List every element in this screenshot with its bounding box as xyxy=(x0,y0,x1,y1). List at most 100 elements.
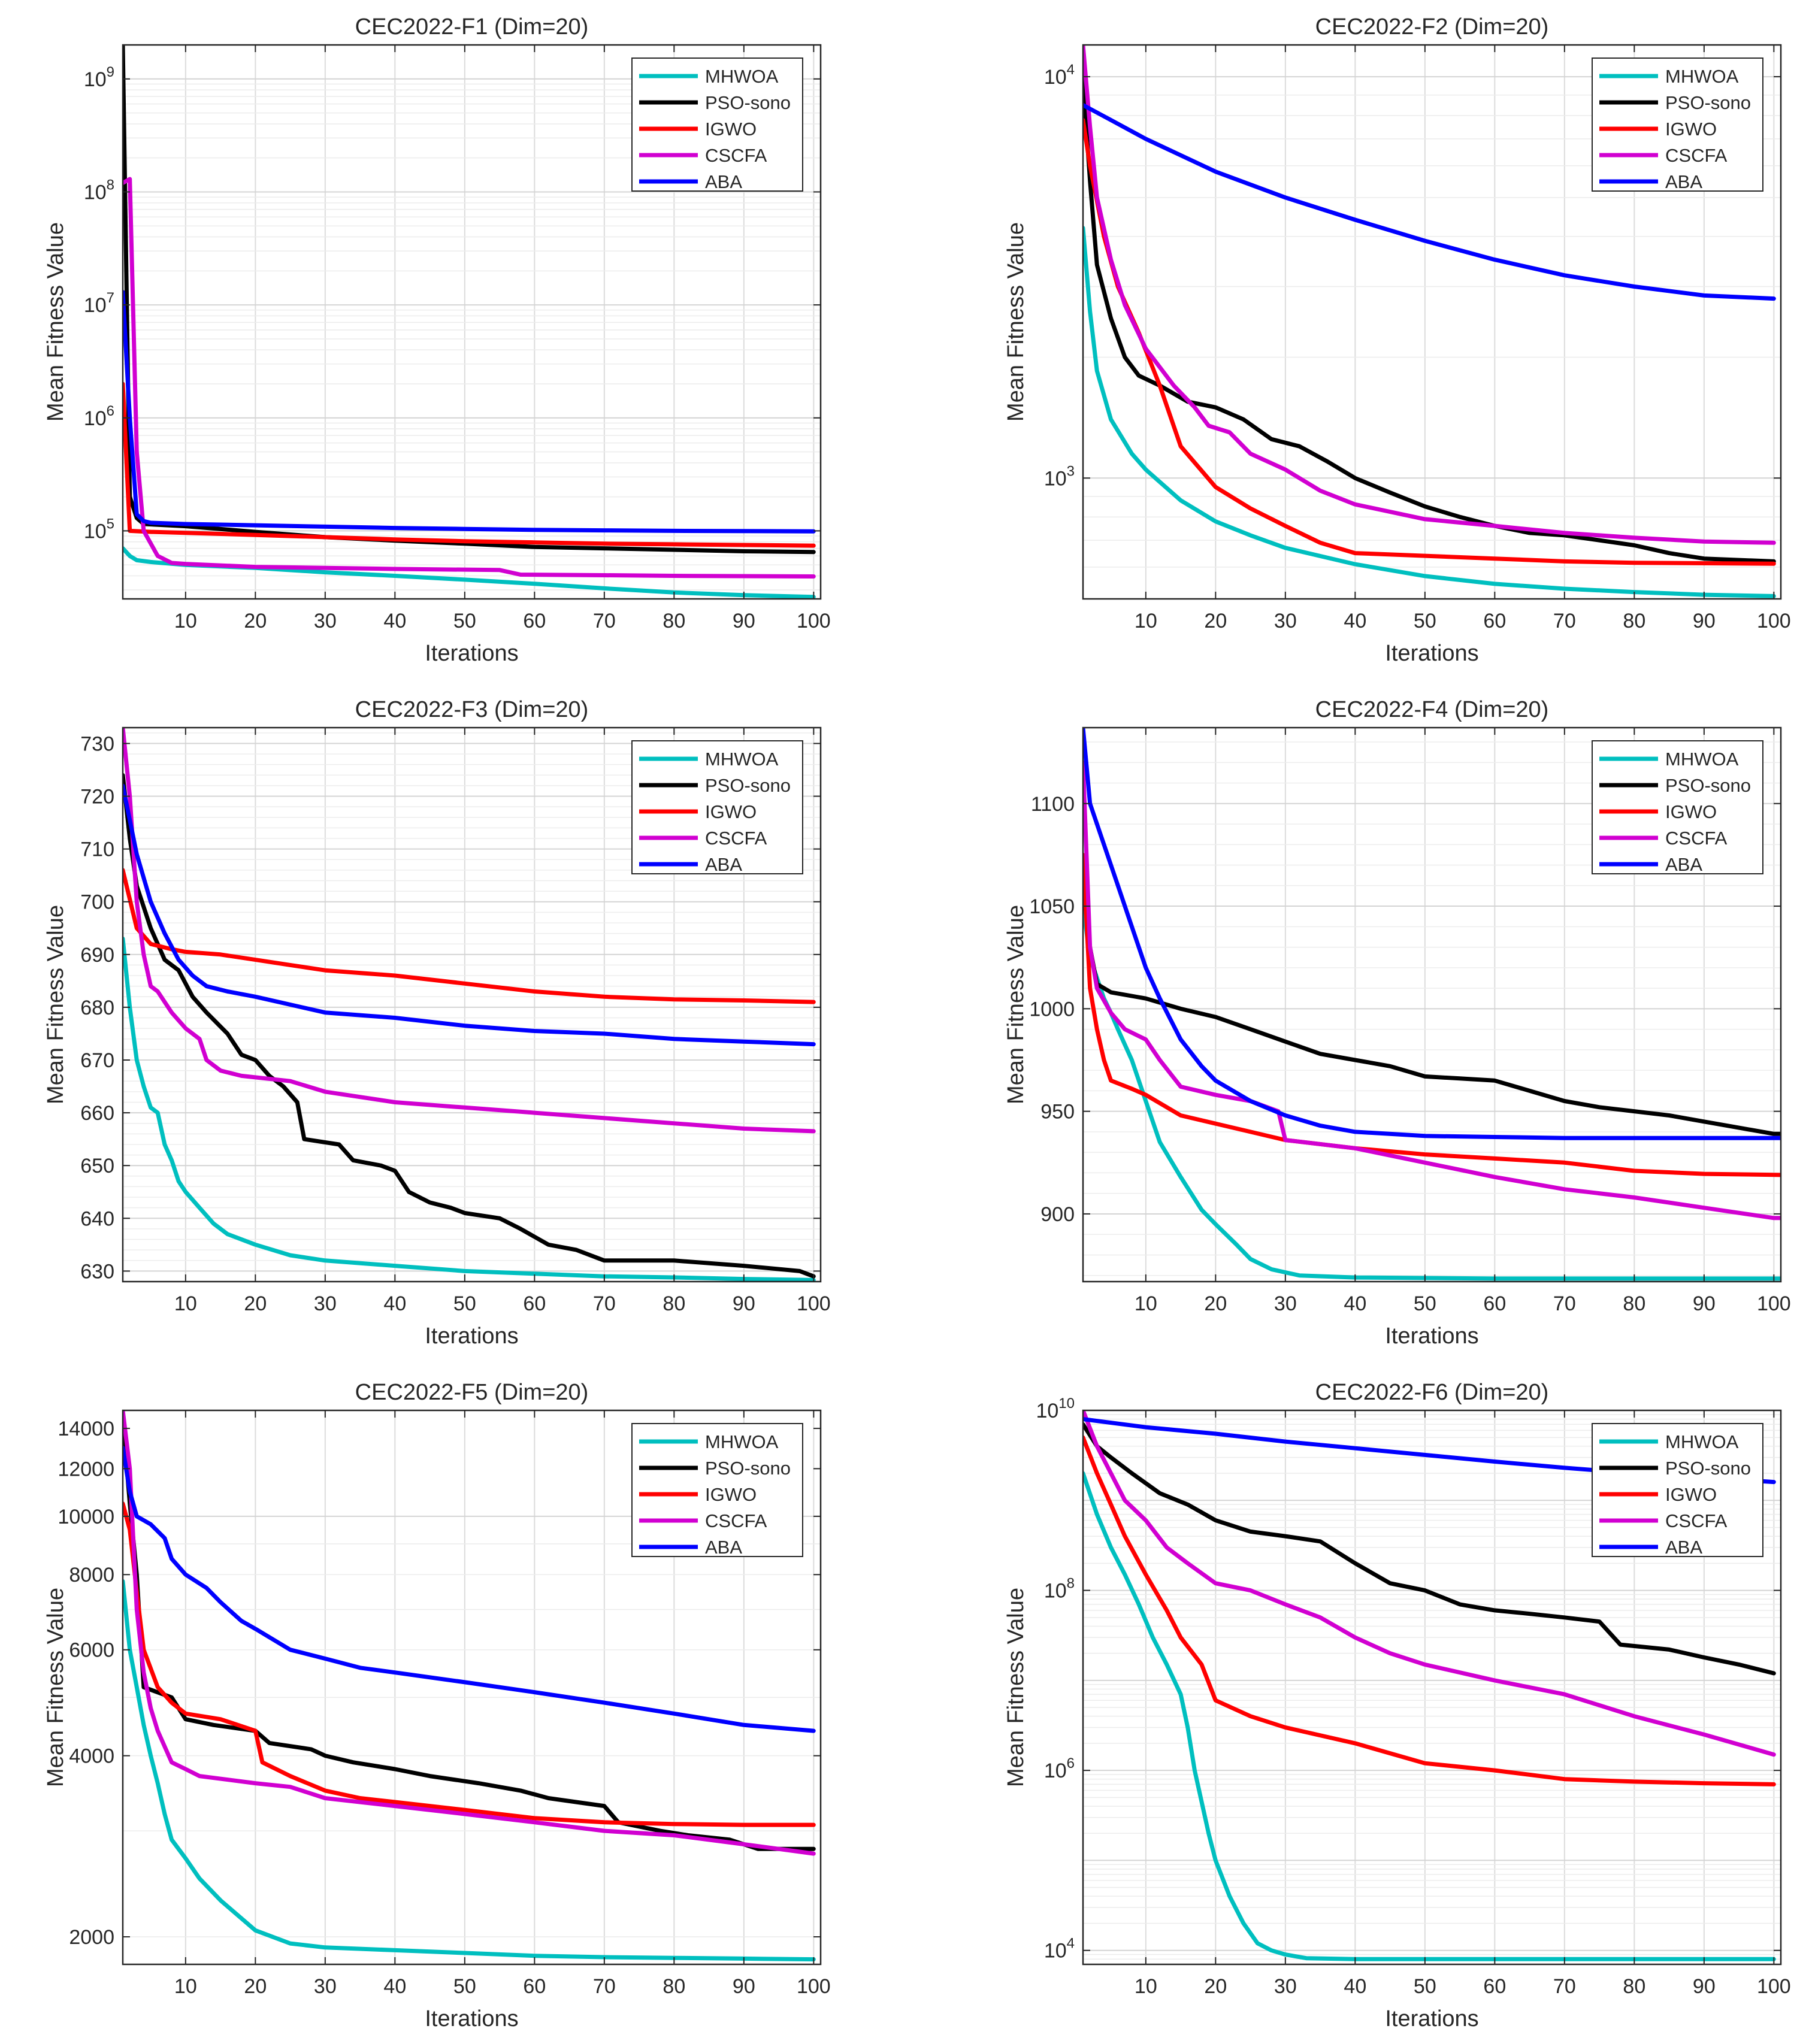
series-group xyxy=(1083,1410,1776,1961)
chart-title: CEC2022-F1 (Dim=20) xyxy=(355,14,589,40)
series-line-cscfa xyxy=(123,1410,816,1856)
x-tick-label: 10 xyxy=(174,1292,197,1315)
chart-panel-3: 10 20 30 40 50 60 70 80 90 100 630 640 650 660 670 680 6… xyxy=(43,697,831,1349)
chart-panel-1: 10 20 30 40 50 60 70 80 90 100 105 106 107 108 109 CEC2… xyxy=(43,14,831,666)
x-axis-label: Iterations xyxy=(1385,2006,1478,2031)
x-tick-label: 40 xyxy=(1344,1292,1366,1315)
axes-box xyxy=(1082,1409,1782,1966)
series-line-cscfa xyxy=(1083,1410,1776,1757)
x-axis-label: Iterations xyxy=(425,641,518,666)
legend-label-mhwoa: MHWOA xyxy=(1665,1431,1739,1452)
chart-title: CEC2022-F3 (Dim=20) xyxy=(355,697,589,722)
legend-label-mhwoa: MHWOA xyxy=(1665,66,1739,87)
chart-title: CEC2022-F6 (Dim=20) xyxy=(1315,1380,1549,1405)
axes-box xyxy=(122,1409,822,1966)
y-tick-label: 660 xyxy=(80,1102,114,1125)
y-tick-label: 950 xyxy=(1040,1101,1075,1124)
x-tick-label: 80 xyxy=(1623,610,1645,632)
legend-label-igwo: IGWO xyxy=(1665,1484,1717,1505)
series-line-igwo xyxy=(1083,1435,1776,1786)
chart-title: CEC2022-F2 (Dim=20) xyxy=(1315,14,1549,40)
x-tick-label: 100 xyxy=(1757,1292,1791,1315)
x-tick-label: 60 xyxy=(523,610,546,632)
x-tick-label: 30 xyxy=(314,610,337,632)
series-line-aba xyxy=(1083,728,1781,1140)
y-tick-label: 1000 xyxy=(1029,998,1075,1021)
x-tick-label: 80 xyxy=(663,1292,685,1315)
y-tick-label: 6000 xyxy=(69,1639,114,1662)
series-group xyxy=(123,728,816,1282)
series-line-mhwoa xyxy=(1083,226,1776,598)
legend-label-aba: ABA xyxy=(705,1537,742,1558)
y-tick-label: 1050 xyxy=(1029,895,1075,918)
legend: MHWOA PSO-sono IGWO CSCFA ABA xyxy=(631,1423,803,1558)
x-tick-label: 40 xyxy=(383,1292,406,1315)
legend-label-mhwoa: MHWOA xyxy=(705,66,779,87)
x-tick-label: 60 xyxy=(1483,1292,1506,1315)
y-tick-label: 710 xyxy=(80,838,114,861)
x-tick-label: 40 xyxy=(383,610,406,632)
y-tick-label: 103 xyxy=(1044,463,1075,490)
legend-label-pso-sono: PSO-sono xyxy=(1665,1458,1751,1479)
y-tick-label: 109 xyxy=(84,64,114,91)
x-tick-label: 70 xyxy=(593,1292,616,1315)
x-tick-label: 90 xyxy=(1693,610,1716,632)
x-tick-label: 90 xyxy=(733,1292,755,1315)
legend-label-aba: ABA xyxy=(1665,1537,1702,1558)
x-tick-label: 30 xyxy=(1274,1292,1297,1315)
series-line-pso-sono xyxy=(123,773,816,1279)
x-tick-label: 10 xyxy=(1135,1975,1157,1998)
x-tick-label: 40 xyxy=(383,1975,406,1998)
legend-label-pso-sono: PSO-sono xyxy=(705,1458,791,1479)
y-tick-label: 640 xyxy=(80,1207,114,1230)
x-tick-label: 20 xyxy=(244,1292,267,1315)
x-tick-label: 20 xyxy=(1204,610,1227,632)
legend-label-pso-sono: PSO-sono xyxy=(1665,775,1751,796)
series-line-cscfa xyxy=(123,728,816,1134)
x-tick-label: 30 xyxy=(1274,1975,1297,1998)
y-tick-label: 650 xyxy=(80,1155,114,1177)
series-line-aba xyxy=(123,1445,816,1733)
x-tick-label: 80 xyxy=(663,610,685,632)
chart-title: CEC2022-F4 (Dim=20) xyxy=(1315,697,1549,722)
series-line-pso-sono xyxy=(1083,883,1781,1136)
series-group xyxy=(123,45,816,599)
series-line-igwo xyxy=(123,868,816,1004)
y-axis-label: Mean Fitness Value xyxy=(43,222,68,422)
series-line-igwo xyxy=(123,1501,816,1827)
legend-label-igwo: IGWO xyxy=(705,801,757,822)
chart-panel-4: 10 20 30 40 50 60 70 80 90 100 900 950 1000 1050 1100 C… xyxy=(1003,697,1791,1349)
x-axis-label: Iterations xyxy=(425,1324,518,1349)
legend-label-pso-sono: PSO-sono xyxy=(1665,92,1751,113)
x-axis-label: Iterations xyxy=(1385,641,1478,666)
legend-label-aba: ABA xyxy=(705,854,742,875)
x-tick-label: 100 xyxy=(797,1292,831,1315)
y-tick-label: 8000 xyxy=(69,1564,114,1586)
legend: MHWOA PSO-sono IGWO CSCFA ABA xyxy=(631,57,803,192)
x-tick-label: 40 xyxy=(1344,1975,1366,1998)
x-tick-label: 40 xyxy=(1344,610,1366,632)
legend-label-cscfa: CSCFA xyxy=(1665,828,1728,849)
x-tick-label: 60 xyxy=(1483,1975,1506,1998)
legend-label-cscfa: CSCFA xyxy=(1665,1510,1728,1531)
y-tick-label: 104 xyxy=(1044,1936,1075,1963)
series-line-pso-sono xyxy=(1083,1422,1776,1676)
x-tick-label: 10 xyxy=(1135,1292,1157,1315)
y-axis-label: Mean Fitness Value xyxy=(1003,1588,1028,1787)
legend-box xyxy=(631,57,803,192)
x-tick-label: 30 xyxy=(314,1292,337,1315)
x-tick-label: 100 xyxy=(1757,1975,1791,1998)
y-tick-label: 106 xyxy=(84,403,114,430)
legend: MHWOA PSO-sono IGWO CSCFA ABA xyxy=(631,740,803,875)
x-tick-label: 70 xyxy=(593,1975,616,1998)
legend: MHWOA PSO-sono IGWO CSCFA ABA xyxy=(1592,740,1763,875)
y-tick-label: 1010 xyxy=(1036,1395,1075,1422)
chart-panel-2: 10 20 30 40 50 60 70 80 90 100 103 104 CEC2022-F2 (D… xyxy=(1003,14,1791,666)
y-tick-label: 12000 xyxy=(58,1458,114,1480)
legend-label-aba: ABA xyxy=(1665,854,1702,875)
y-tick-label: 105 xyxy=(84,516,114,543)
x-tick-label: 80 xyxy=(1623,1292,1645,1315)
y-axis-label: Mean Fitness Value xyxy=(43,905,68,1104)
axes-box xyxy=(122,726,822,1283)
